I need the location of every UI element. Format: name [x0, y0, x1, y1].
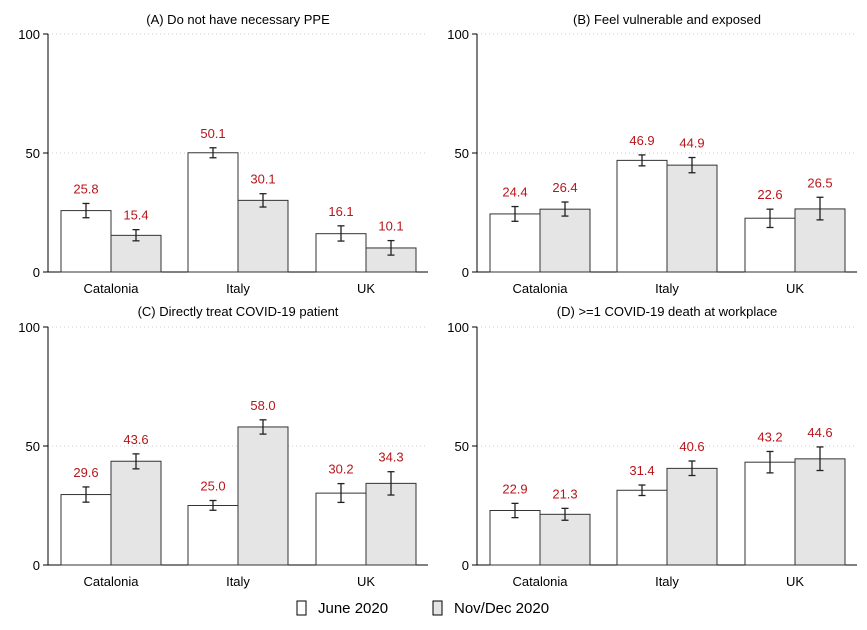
legend-label: Nov/Dec 2020 — [454, 600, 549, 617]
value-label: 58.0 — [250, 398, 275, 413]
value-label: 29.6 — [73, 465, 98, 480]
bar-catalonia-s2 — [539, 208, 591, 273]
y-tick-label: 0 — [462, 265, 469, 280]
legend-swatch — [296, 600, 307, 616]
bar-uk-s1 — [315, 492, 367, 566]
panel-title: (C) Directly treat COVID-19 patient — [138, 304, 339, 319]
y-tick-label: 0 — [33, 558, 40, 573]
y-tick-label: 0 — [33, 265, 40, 280]
value-label: 22.6 — [757, 187, 782, 202]
category-label: Catalonia — [513, 574, 569, 589]
panel-c: (C) Directly treat COVID-19 patient 0 50 10… — [18, 304, 428, 589]
value-label: 22.9 — [502, 481, 527, 496]
value-label: 34.3 — [378, 450, 403, 465]
y-tick-label: 100 — [447, 27, 469, 42]
panel-title: (D) >=1 COVID-19 death at workplace — [557, 304, 777, 319]
value-label: 26.4 — [552, 180, 577, 195]
legend-label: June 2020 — [318, 600, 388, 617]
bar-italy-s1 — [616, 489, 668, 566]
value-label: 30.1 — [250, 172, 275, 187]
bar-catalonia-s1 — [489, 213, 541, 273]
bar-catalonia-s2 — [539, 513, 591, 566]
y-tick-label: 50 — [455, 146, 469, 161]
value-label: 31.4 — [629, 463, 654, 478]
value-label: 21.3 — [552, 486, 577, 501]
legend: June 2020 Nov/Dec 2020 — [296, 600, 549, 617]
y-tick-label: 100 — [18, 27, 40, 42]
y-tick-label: 0 — [462, 558, 469, 573]
category-label: Catalonia — [84, 281, 140, 296]
panel-d: (D) >=1 COVID-19 death at workplace 0 50 10… — [447, 304, 857, 589]
bar-catalonia-s1 — [60, 494, 112, 566]
value-label: 40.6 — [679, 439, 704, 454]
category-label: Catalonia — [513, 281, 569, 296]
category-label: Italy — [655, 574, 679, 589]
value-label: 44.9 — [679, 136, 704, 151]
bar-catalonia-s1 — [60, 210, 112, 273]
category-label: UK — [786, 574, 804, 589]
value-label: 43.6 — [123, 432, 148, 447]
value-label: 43.2 — [757, 429, 782, 444]
bar-uk-s1 — [744, 461, 796, 566]
panel-title: (A) Do not have necessary PPE — [146, 12, 330, 27]
y-tick-label: 50 — [455, 439, 469, 454]
panel-title: (B) Feel vulnerable and exposed — [573, 12, 761, 27]
category-label: UK — [357, 281, 375, 296]
value-label: 44.6 — [807, 425, 832, 440]
bar-italy-s1 — [187, 152, 239, 273]
value-label: 10.1 — [378, 219, 403, 234]
value-label: 25.0 — [200, 479, 225, 494]
value-label: 50.1 — [200, 126, 225, 141]
value-label: 46.9 — [629, 133, 654, 148]
category-label: Italy — [226, 281, 250, 296]
category-label: UK — [786, 281, 804, 296]
legend-swatch — [432, 600, 443, 616]
value-label: 30.2 — [328, 462, 353, 477]
bar-italy-s1 — [187, 505, 239, 566]
bar-italy-s1 — [616, 159, 668, 273]
value-label: 24.4 — [502, 185, 527, 200]
bar-italy-s2 — [237, 426, 289, 566]
value-label: 25.8 — [73, 181, 98, 196]
value-label: 26.5 — [807, 175, 832, 190]
category-label: Catalonia — [84, 574, 140, 589]
category-label: UK — [357, 574, 375, 589]
category-label: Italy — [226, 574, 250, 589]
category-label: Italy — [655, 281, 679, 296]
panel-a: (A) Do not have necessary PPE 0 50 100 25.8 1… — [18, 12, 428, 296]
y-tick-label: 100 — [447, 320, 469, 335]
bar-catalonia-s1 — [489, 509, 541, 566]
value-label: 16.1 — [328, 204, 353, 219]
y-tick-label: 50 — [26, 439, 40, 454]
y-tick-label: 50 — [26, 146, 40, 161]
bar-catalonia-s2 — [110, 460, 162, 566]
y-tick-label: 100 — [18, 320, 40, 335]
bar-italy-s2 — [237, 199, 289, 273]
value-label: 15.4 — [123, 208, 148, 223]
bar-italy-s2 — [666, 164, 718, 273]
bar-uk-s2 — [794, 458, 846, 566]
bar-italy-s2 — [666, 467, 718, 566]
panel-b: (B) Feel vulnerable and exposed 0 50 100 24.… — [447, 12, 857, 296]
